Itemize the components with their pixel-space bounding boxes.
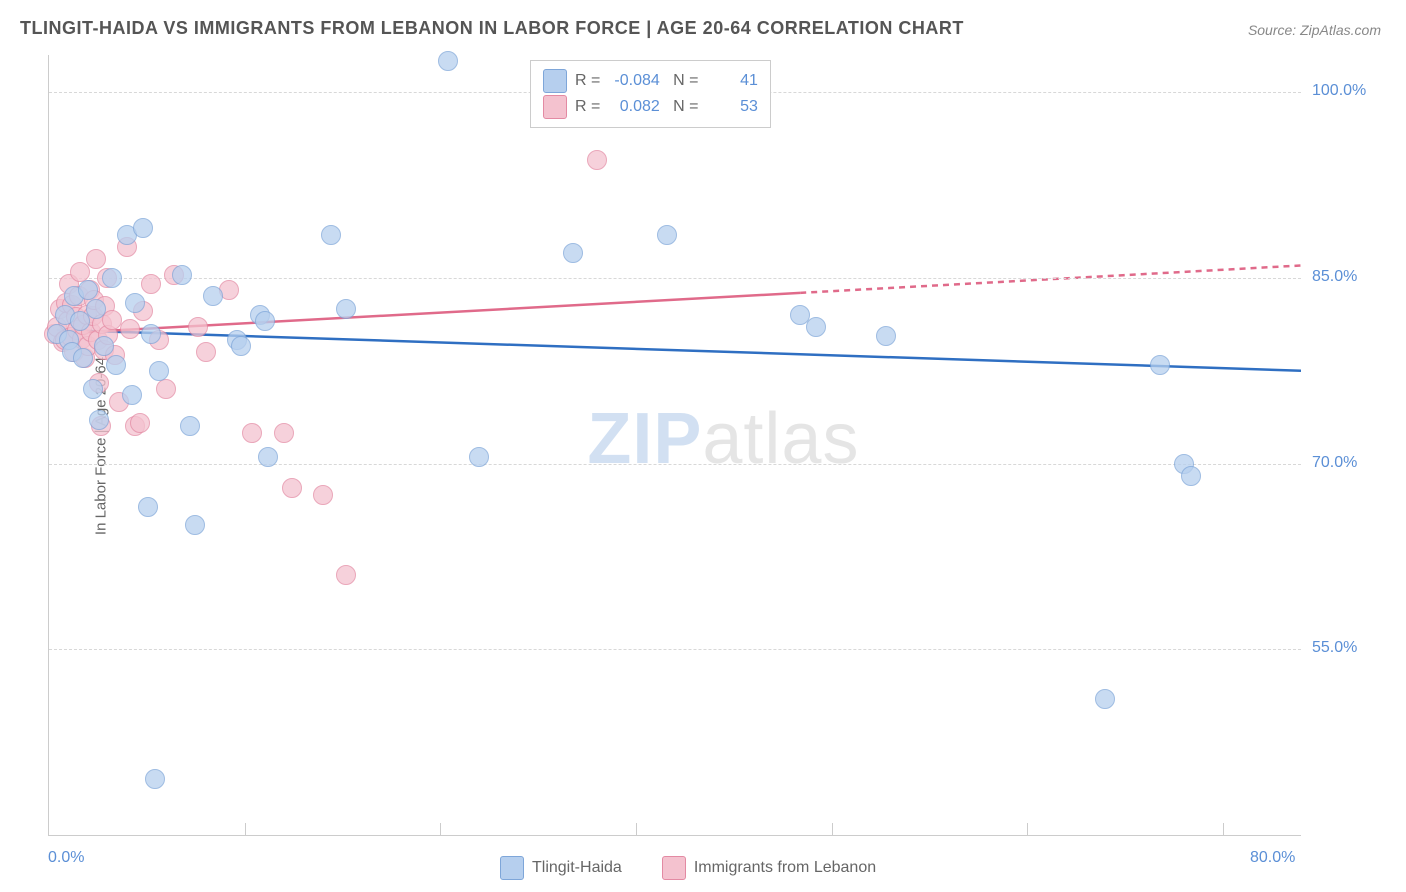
point-series1 xyxy=(255,311,275,331)
point-series1 xyxy=(469,447,489,467)
watermark-rest: atlas xyxy=(702,399,859,479)
legend-swatch xyxy=(662,856,686,880)
point-series1 xyxy=(125,293,145,313)
point-series1 xyxy=(172,265,192,285)
point-series1 xyxy=(203,286,223,306)
point-series1 xyxy=(94,336,114,356)
point-series2 xyxy=(188,317,208,337)
point-series1 xyxy=(180,416,200,436)
point-series1 xyxy=(138,497,158,517)
point-series2 xyxy=(156,379,176,399)
point-series1 xyxy=(145,769,165,789)
gridline-v xyxy=(636,823,637,835)
point-series1 xyxy=(141,324,161,344)
stats-swatch xyxy=(543,95,567,119)
ytick-label: 70.0% xyxy=(1312,454,1357,472)
point-series1 xyxy=(231,336,251,356)
watermark: ZIPatlas xyxy=(587,398,859,480)
point-series1 xyxy=(185,515,205,535)
gridline-h xyxy=(49,649,1301,650)
legend-swatch xyxy=(500,856,524,880)
point-series1 xyxy=(102,268,122,288)
point-series1 xyxy=(258,447,278,467)
legend-item: Immigrants from Lebanon xyxy=(662,856,876,880)
point-series2 xyxy=(313,485,333,505)
point-series1 xyxy=(336,299,356,319)
stats-row: R = -0.084 N = 41 xyxy=(543,69,758,93)
legend-bottom: Tlingit-Haida Immigrants from Lebanon xyxy=(500,856,876,880)
gridline-v xyxy=(440,823,441,835)
ytick-label: 100.0% xyxy=(1312,82,1366,100)
point-series1 xyxy=(89,410,109,430)
point-series2 xyxy=(196,342,216,362)
point-series1 xyxy=(86,299,106,319)
stats-row: R = 0.082 N = 53 xyxy=(543,95,758,119)
chart-title: TLINGIT-HAIDA VS IMMIGRANTS FROM LEBANON… xyxy=(20,18,964,39)
gridline-v xyxy=(245,823,246,835)
gridline-h xyxy=(49,278,1301,279)
point-series2 xyxy=(120,319,140,339)
legend-label: Tlingit-Haida xyxy=(532,859,622,877)
point-series1 xyxy=(438,51,458,71)
point-series1 xyxy=(83,379,103,399)
point-series1 xyxy=(321,225,341,245)
ytick-label: 55.0% xyxy=(1312,639,1357,657)
chart-container: { "title": "TLINGIT-HAIDA VS IMMIGRANTS … xyxy=(0,0,1406,892)
point-series1 xyxy=(122,385,142,405)
point-series1 xyxy=(149,361,169,381)
stats-box: R = -0.084 N = 41R = 0.082 N = 53 xyxy=(530,60,771,128)
point-series2 xyxy=(141,274,161,294)
point-series1 xyxy=(73,348,93,368)
point-series1 xyxy=(657,225,677,245)
point-series1 xyxy=(133,218,153,238)
stats-swatch xyxy=(543,69,567,93)
point-series1 xyxy=(876,326,896,346)
plot-area: ZIPatlas xyxy=(48,55,1301,836)
xtick-label: 80.0% xyxy=(1250,849,1295,867)
ytick-label: 85.0% xyxy=(1312,268,1357,286)
point-series2 xyxy=(336,565,356,585)
point-series1 xyxy=(806,317,826,337)
point-series1 xyxy=(106,355,126,375)
legend-label: Immigrants from Lebanon xyxy=(694,859,876,877)
point-series2 xyxy=(86,249,106,269)
point-series2 xyxy=(587,150,607,170)
source-label: Source: ZipAtlas.com xyxy=(1248,22,1381,38)
point-series2 xyxy=(242,423,262,443)
point-series1 xyxy=(1181,466,1201,486)
point-series1 xyxy=(563,243,583,263)
point-series1 xyxy=(1150,355,1170,375)
xtick-label: 0.0% xyxy=(48,849,84,867)
gridline-v xyxy=(1027,823,1028,835)
trend-lines-svg xyxy=(49,55,1301,835)
point-series1 xyxy=(1095,689,1115,709)
point-series1 xyxy=(78,280,98,300)
legend-item: Tlingit-Haida xyxy=(500,856,622,880)
point-series2 xyxy=(282,478,302,498)
gridline-v xyxy=(1223,823,1224,835)
gridline-v xyxy=(832,823,833,835)
point-series2 xyxy=(274,423,294,443)
watermark-bold: ZIP xyxy=(587,399,702,479)
point-series2 xyxy=(130,413,150,433)
gridline-h xyxy=(49,464,1301,465)
